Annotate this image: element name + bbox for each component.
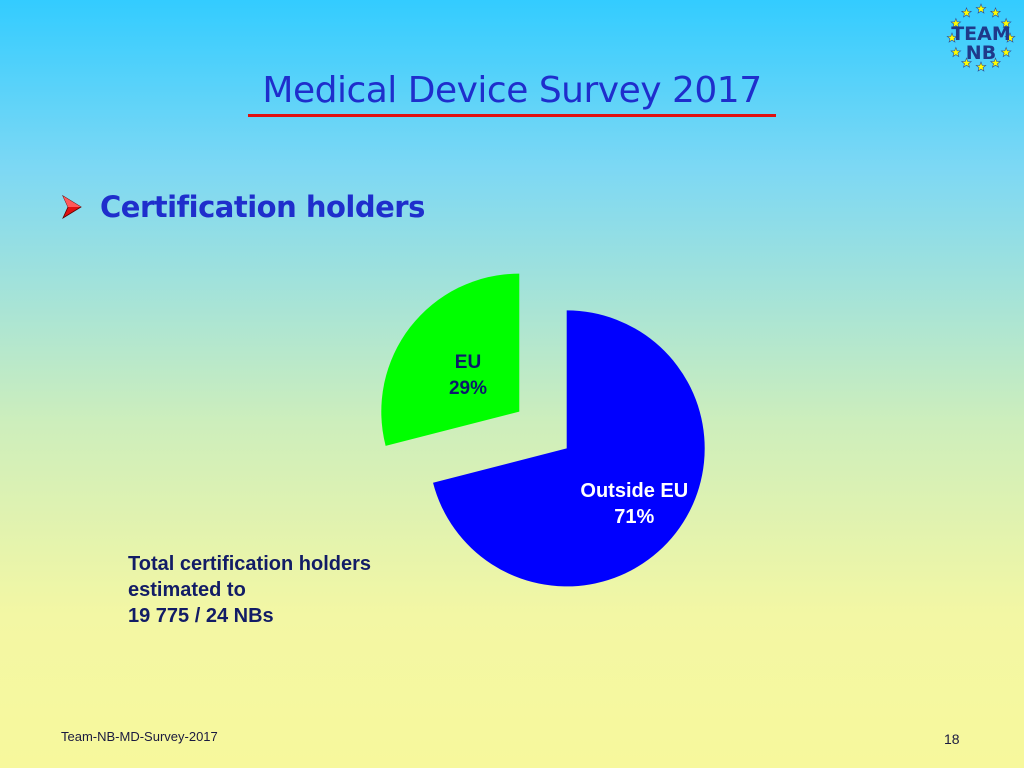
logo-star-icon (946, 32, 958, 43)
footer-label: Team-NB-MD-Survey-2017 (61, 729, 218, 744)
total-note-line: 19 775 / 24 NBs (128, 605, 274, 627)
page-number: 18 (944, 731, 960, 747)
logo-star-icon (960, 57, 973, 68)
logo-star-icon (989, 57, 1002, 68)
logo-star-icon (975, 61, 987, 72)
total-note-line: Total certification holders (128, 553, 371, 575)
total-note-line: estimated to (128, 579, 246, 601)
logo-team-text: TEAM (951, 23, 1011, 45)
total-note: Total certification holders estimated to… (128, 551, 371, 629)
logo-star-icon (1000, 46, 1012, 58)
logo-star-icon (975, 3, 987, 14)
pie-labels: EU 29% Outside EU 71% (449, 352, 688, 528)
logo-star-icon (950, 46, 962, 58)
pie-slice-value-label: 29% (449, 378, 487, 399)
logo-star-icon (989, 7, 1002, 18)
section-heading: Certification holders (62, 190, 425, 224)
pie-slices (381, 273, 705, 587)
logo-nb-text: NB (966, 42, 996, 64)
pie-slice-value-label: 71% (614, 506, 654, 528)
team-nb-logo: TEAM NB (946, 3, 1016, 72)
logo-star-ring (946, 3, 1016, 72)
page-title: Medical Device Survey 2017 (262, 70, 762, 111)
logo-star-icon (960, 7, 973, 18)
arrow-bullet-icon (62, 195, 82, 219)
pie-slice-outside-eu (433, 310, 705, 587)
logo-star-icon (950, 17, 962, 29)
title-underline (248, 114, 776, 117)
logo-star-icon (1000, 17, 1012, 29)
pie-slice-label: Outside EU (580, 480, 688, 502)
pie-slice-label: EU (455, 352, 481, 373)
section-heading-text: Certification holders (100, 190, 425, 224)
pie-slice-eu (381, 273, 520, 446)
logo-star-icon (1004, 32, 1016, 43)
